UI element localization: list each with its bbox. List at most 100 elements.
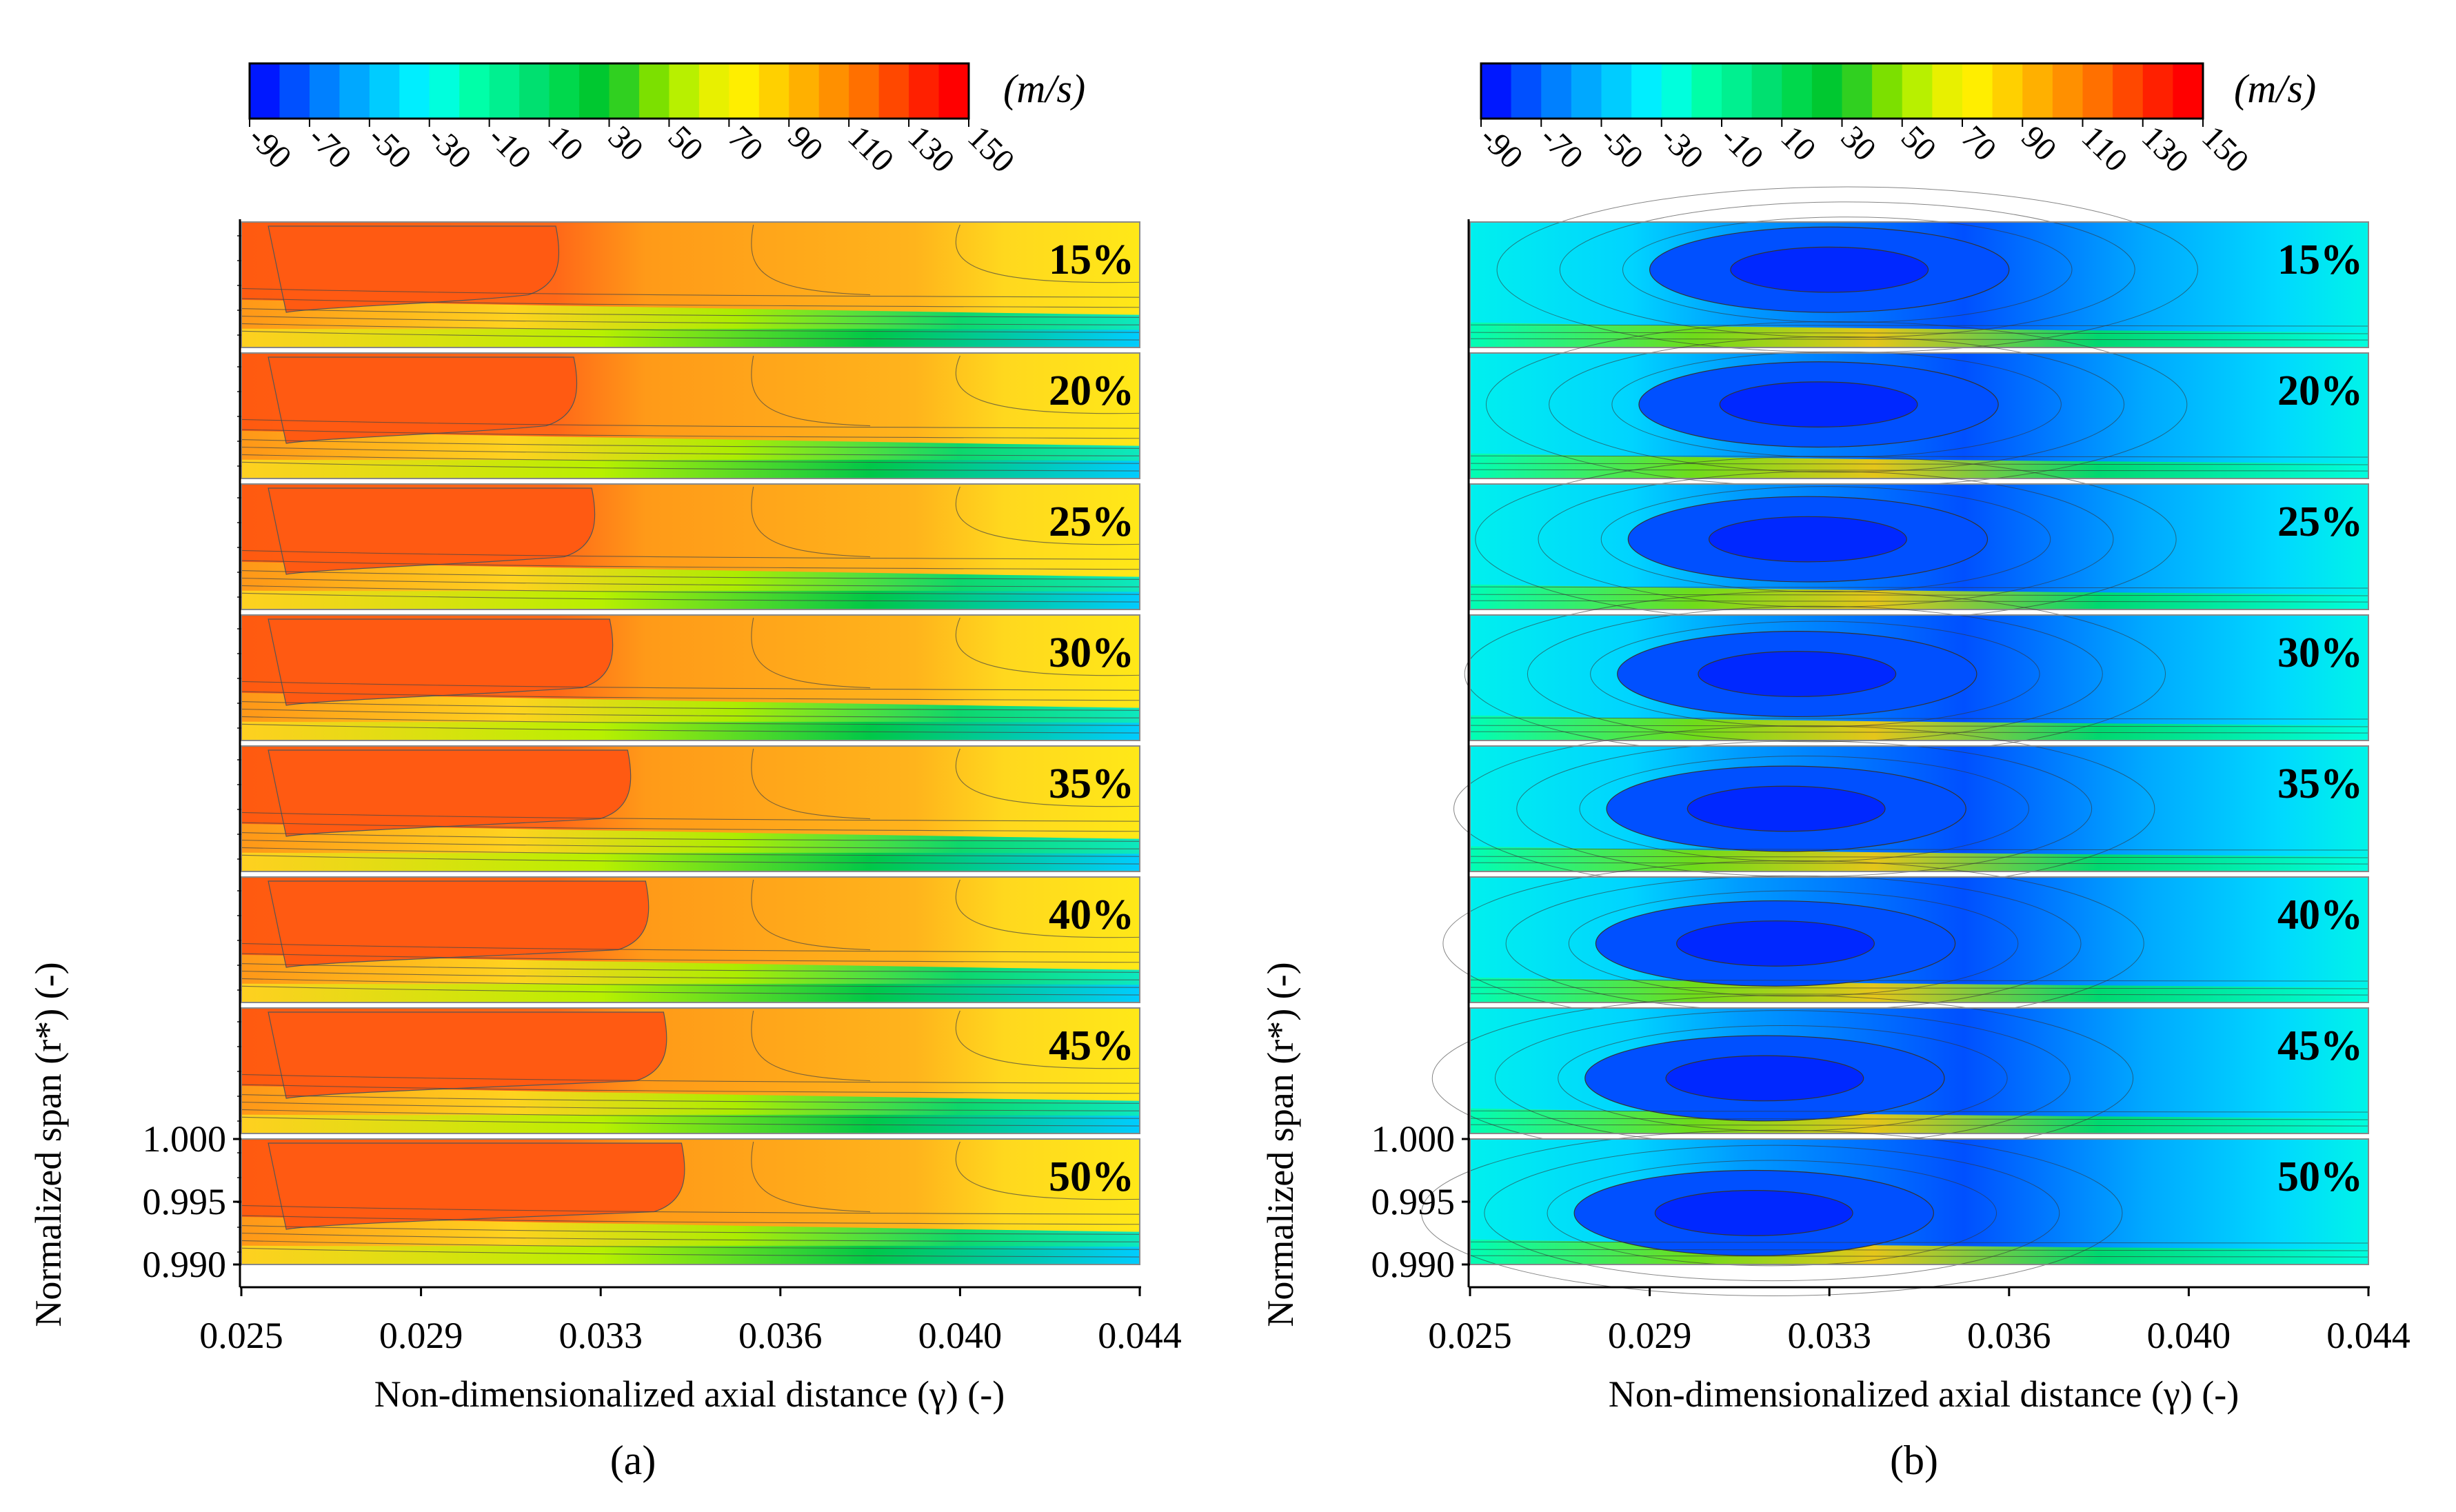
colorbar-a-tick-label: 70 <box>721 119 770 168</box>
strip-a-contour <box>241 330 1140 341</box>
strip-a-contour <box>955 355 1140 414</box>
strip-b-label: 40% <box>2277 891 2363 938</box>
strip-b-label: 20% <box>2277 367 2363 414</box>
colorbar-a-tick-label: 90 <box>781 119 829 168</box>
colorbar-a-swatch <box>519 63 550 119</box>
strip-a: 45% <box>237 1007 1140 1134</box>
strip-a-contour <box>955 879 1140 938</box>
colorbar-a-tick-label: -90 <box>241 119 299 176</box>
strip-a-contour <box>955 224 1140 283</box>
colorbar-a-tick-label: 110 <box>841 119 900 179</box>
y-axis-label-b: Normalized span (r*) (-) <box>1260 962 1301 1327</box>
strip-b: 40% <box>1442 860 2369 1027</box>
strip-a-contour <box>751 224 871 296</box>
strip-a-contour <box>241 560 1140 570</box>
strip-b-contour <box>1611 351 2062 458</box>
colorbar-a-swatch <box>818 63 849 119</box>
x-ticks-a: 0.025 0.029 0.033 0.036 0.040 0.044 <box>199 1287 1182 1356</box>
colorbar-a-unit: (m/s) <box>1003 66 1085 111</box>
axis-a-x-tick-label: 0.029 <box>379 1315 463 1356</box>
strip-a-contour <box>241 570 1140 580</box>
axis-b-x-tick-label: 0.036 <box>1967 1315 2051 1356</box>
panel-label-b: (b) <box>1890 1438 1938 1483</box>
strip-b-lower-layer <box>1470 453 2368 478</box>
strip-a-contour <box>241 315 1140 325</box>
strip-a: 30% <box>237 614 1140 741</box>
colorbar-a-swatch <box>309 63 340 119</box>
colorbar-a-swatch <box>849 63 880 119</box>
strip-b-contour <box>1622 216 2073 323</box>
strip-b-contour <box>1558 1025 2008 1131</box>
strip-b-core-inner <box>1665 1055 1864 1102</box>
colorbar-a-swatch <box>669 63 700 119</box>
colorbar-a-swatch <box>878 63 909 119</box>
colorbar-b-tick-label: 90 <box>2014 119 2063 168</box>
strip-a-contour <box>241 298 1140 308</box>
colorbar-b-swatch <box>2142 63 2173 119</box>
colorbar-b-tick-label: 110 <box>2075 119 2135 179</box>
axis-a-y-tick-label: 0.995 <box>143 1181 227 1222</box>
strip-a-contour <box>241 1240 1140 1250</box>
strip-a-contour <box>751 1010 871 1082</box>
colorbar-a-swatch <box>758 63 789 119</box>
colorbar-b-swatch <box>1932 63 1963 119</box>
colorbar-b-swatch <box>2022 63 2053 119</box>
strip-a-label: 30% <box>1049 629 1134 676</box>
colorbar-b-swatch <box>1992 63 2023 119</box>
colorbar-a-tick-label: -70 <box>301 119 359 176</box>
strip-b-core-inner <box>1676 920 1875 967</box>
axis-a-y-tick-label: 0.990 <box>143 1244 227 1285</box>
strip-b-contour <box>1579 756 2029 862</box>
colorbar-b-swatch <box>2052 63 2084 119</box>
colorbar-a-swatch <box>459 63 490 119</box>
strip-a-label: 50% <box>1049 1153 1134 1200</box>
colorbar-b-tick-label: -10 <box>1713 119 1771 176</box>
colorbar-b-swatch <box>1902 63 1933 119</box>
strip-a: 25% <box>237 483 1140 610</box>
colorbar-b-swatch <box>1842 63 1873 119</box>
colorbar-b-swatch <box>1811 63 1843 119</box>
strip-b-label: 35% <box>2277 760 2363 807</box>
colorbar-b-swatch <box>1962 63 1993 119</box>
colorbar-b-swatch <box>2082 63 2113 119</box>
strip-b-contour <box>1538 471 2114 607</box>
strip-b-contour <box>1527 605 2103 743</box>
colorbar-a-swatch <box>698 63 729 119</box>
colorbar-a-swatch <box>339 63 370 119</box>
strip-a-contour <box>751 879 871 951</box>
strip-a-contour <box>241 708 1140 718</box>
strip-a-contour <box>241 1094 1140 1104</box>
strip-a: 40% <box>237 876 1140 1003</box>
colorbar-a-tick-label: -30 <box>421 119 479 176</box>
strip-b-label: 30% <box>2277 629 2363 676</box>
colorbar-b-swatch <box>1601 63 1632 119</box>
strip-a: 20% <box>237 352 1140 479</box>
colorbar-a-tick-label: 50 <box>661 119 710 168</box>
strip-b-contour <box>1568 890 2019 997</box>
colorbar-b-tick-label: -90 <box>1473 119 1530 176</box>
strip-b-contour <box>1559 201 2135 338</box>
strip-a-contour <box>241 854 1140 865</box>
strip-a-contour <box>955 1010 1140 1069</box>
axis-a-x-tick-label: 0.033 <box>558 1315 643 1356</box>
strip-a: 15% <box>237 221 1140 348</box>
strip-b-contour <box>1484 1145 2060 1282</box>
colorbar-b-tick-label: 50 <box>1894 119 1943 168</box>
strip-b-core-inner <box>1708 516 1907 563</box>
colorbar-a-tick-label: 30 <box>601 119 650 168</box>
strip-b: 30% <box>1464 590 2369 758</box>
strip-a-contour <box>241 978 1140 988</box>
strip-a-contour <box>241 691 1140 701</box>
strip-b-lower-layer <box>1470 977 2368 1002</box>
strip-b-label: 50% <box>2277 1153 2363 1200</box>
colorbar-a-swatch <box>579 63 610 119</box>
strip-b-core-inner <box>1730 246 1929 293</box>
strip-b: 20% <box>1469 321 2369 488</box>
strip-a-contour <box>241 577 1140 587</box>
strip-a-contour <box>241 323 1140 333</box>
strip-a-contour <box>241 1232 1140 1242</box>
strip-a-contour <box>241 1101 1140 1111</box>
strip-b-border <box>1469 614 2369 741</box>
